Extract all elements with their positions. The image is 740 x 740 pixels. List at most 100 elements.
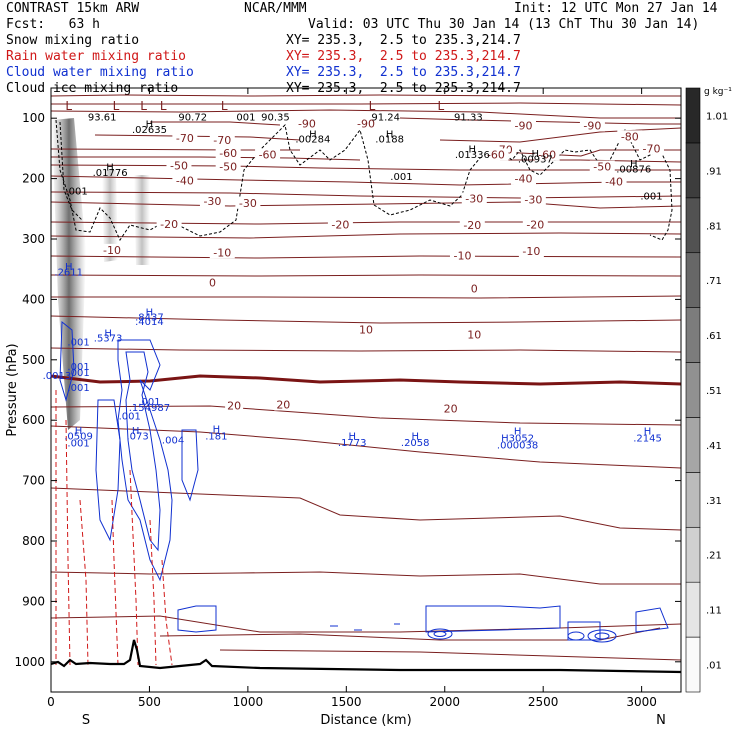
isotherm-5 [51, 405, 681, 426]
header-init: CONTRAST 15km ARW [6, 1, 140, 16]
x-tick-label: 2500 [528, 695, 559, 709]
extremum-label: .2611 [54, 268, 83, 279]
extremum-label: .0509 [64, 431, 93, 442]
contour-label-bg [459, 219, 485, 232]
extremum-label: .8437 [135, 312, 164, 323]
extremum-label: .00876 [616, 164, 651, 175]
contour-label-bg [511, 119, 536, 132]
extremum-label: .001 [67, 383, 89, 394]
extremum-label: L [140, 99, 147, 113]
colorbar-level: .31 [706, 496, 722, 507]
contour-label-bg [206, 276, 218, 289]
field-label-snow: Snow mixing ratio [6, 33, 140, 48]
isotherm-30 [159, 627, 661, 641]
extremum-label: 90.35 [261, 112, 290, 123]
y-axis-label: Pressure (hPa) [5, 343, 20, 436]
extremum-label: L [160, 99, 167, 113]
extremum-label: .01776 [93, 168, 128, 179]
extremum-label: .001 [119, 411, 141, 422]
temperature-label: -10 [103, 244, 121, 257]
temperature-label: -10 [213, 246, 231, 259]
freezing-line [51, 374, 681, 386]
isotherm-minus-80 [51, 109, 681, 119]
contour-labels: -90-90-90-90-80-70-70-70-70-60-60-60-60-… [43, 99, 664, 451]
contour-label-bg [638, 142, 664, 155]
colorbar-swatch [685, 142, 701, 199]
x-tick-label: 1000 [233, 695, 264, 709]
isotherm-25 [51, 615, 681, 633]
temperature-label: -20 [463, 219, 481, 232]
x-tick-label: 2000 [429, 695, 460, 709]
temperature-label: -30 [203, 195, 221, 208]
temperature-label: 20 [227, 400, 241, 413]
extremum-label: L [437, 99, 444, 113]
colorbar-swatch [685, 636, 701, 693]
contour-label-bg [209, 133, 235, 146]
isotherm-minus-70 [94, 127, 681, 143]
colorbar-level: .91 [706, 166, 722, 177]
y-tick-label: 700 [22, 474, 45, 488]
extremum-label: L [113, 99, 120, 113]
extremum-label: H [309, 129, 317, 140]
isotherm-minus-60 [51, 156, 681, 163]
contour-label-bg [357, 323, 375, 336]
field-label-rain: Rain water mixing ratio [6, 49, 187, 64]
temperature-contours [51, 94, 681, 661]
extremum-label: L [221, 99, 228, 113]
cloud-water-contours [59, 320, 669, 643]
temperature-label: -90 [583, 119, 601, 132]
extremum-label: H [532, 149, 540, 160]
temperature-label: -60 [219, 147, 237, 160]
x-end-label-south: S [82, 713, 90, 728]
extremum-label: .001 [67, 362, 89, 373]
isotherm-15 [51, 487, 681, 531]
colorbar-swatch [685, 362, 701, 418]
isotherm-10 [51, 425, 681, 469]
temperature-label: -50 [593, 161, 611, 174]
extremum-label: H [146, 307, 154, 318]
extremum-label: H [132, 426, 140, 437]
contour-label-bg [522, 218, 548, 231]
isotherm-35 [219, 649, 681, 661]
contour-label-bg [461, 192, 487, 205]
contour-label-bg [601, 175, 627, 188]
isotherm-minus-25 [51, 255, 681, 259]
extremum-label: .5373 [94, 333, 123, 344]
extremum-label: .001 [67, 338, 89, 349]
y-tick-label: 600 [22, 413, 45, 427]
isotherm-minus-10 [51, 315, 681, 324]
temperature-label: 0 [209, 276, 216, 289]
isotherm-minus-55 [51, 164, 681, 171]
y-tick-label: 100 [22, 111, 45, 125]
isotherm-minus-30 [51, 232, 681, 239]
extremum-label: H [469, 144, 477, 155]
extremum-label: .001 [640, 192, 662, 203]
header-source: NCAR/MMM [244, 1, 307, 16]
extremum-label: .154987 [129, 403, 170, 414]
temperature-label: -20 [526, 219, 544, 232]
field-label-cloud-water: Cloud water mixing ratio [6, 65, 194, 80]
isotherm-minus-5 [51, 347, 681, 353]
contour-label-bg [215, 147, 241, 160]
extremum-label: .2058 [401, 438, 430, 449]
contour-label-bg [215, 160, 241, 173]
isotherm-minus-15 [51, 295, 681, 299]
y-tick-label: 200 [22, 172, 45, 186]
temperature-label: -60 [259, 148, 277, 161]
extremum-label: H [104, 329, 112, 340]
colorbar-level: .81 [706, 221, 722, 232]
contour-label-bg [441, 402, 460, 415]
colorbar-swatch [685, 526, 701, 583]
extremum-label: .00937 [518, 155, 553, 166]
extremum-label: 93.61 [88, 112, 117, 123]
contour-label-bg [255, 148, 281, 161]
y-tick-label: 500 [22, 353, 45, 367]
extremum-label: H [386, 129, 394, 140]
extremum-label: 001 [236, 112, 255, 123]
temperature-label: -40 [515, 173, 533, 186]
contour-label-bg [617, 130, 643, 143]
temperature-label: 20 [444, 403, 458, 416]
contour-label-bg [274, 398, 293, 411]
extremum-label: H [644, 426, 652, 437]
contour-label-bg [166, 159, 192, 172]
